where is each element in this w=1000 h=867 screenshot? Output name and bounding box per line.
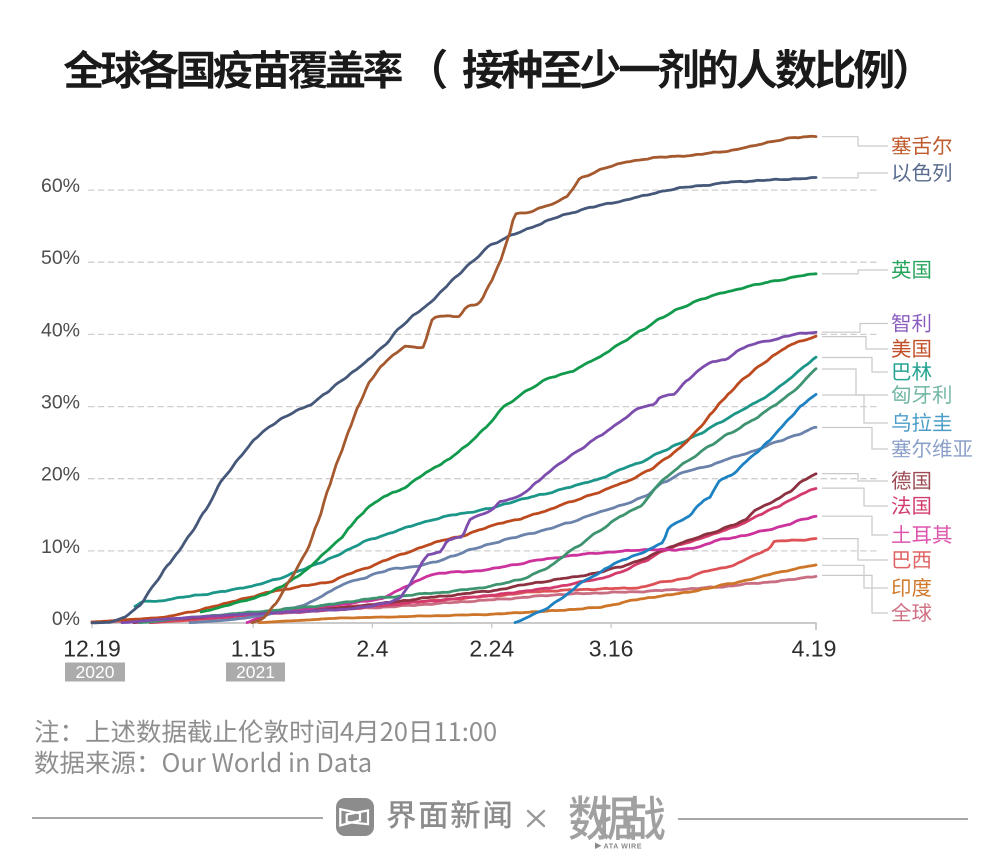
svg-text:12.19: 12.19 xyxy=(63,636,121,662)
svg-text:3.16: 3.16 xyxy=(589,636,634,662)
svg-text:50%: 50% xyxy=(41,247,80,269)
svg-text:2.4: 2.4 xyxy=(356,636,388,662)
svg-text:4.19: 4.19 xyxy=(792,636,837,662)
svg-text:20%: 20% xyxy=(41,464,80,486)
svg-text:ATA WIRE: ATA WIRE xyxy=(604,842,643,851)
svg-text:0%: 0% xyxy=(52,608,80,630)
svg-text:10%: 10% xyxy=(41,536,80,558)
svg-text:30%: 30% xyxy=(41,392,80,414)
svg-text:40%: 40% xyxy=(41,319,80,341)
svg-text:2.24: 2.24 xyxy=(469,636,514,662)
svg-text:60%: 60% xyxy=(41,175,80,197)
svg-text:2021: 2021 xyxy=(236,662,275,682)
svg-text:1.15: 1.15 xyxy=(231,636,276,662)
svg-text:2020: 2020 xyxy=(76,662,115,682)
